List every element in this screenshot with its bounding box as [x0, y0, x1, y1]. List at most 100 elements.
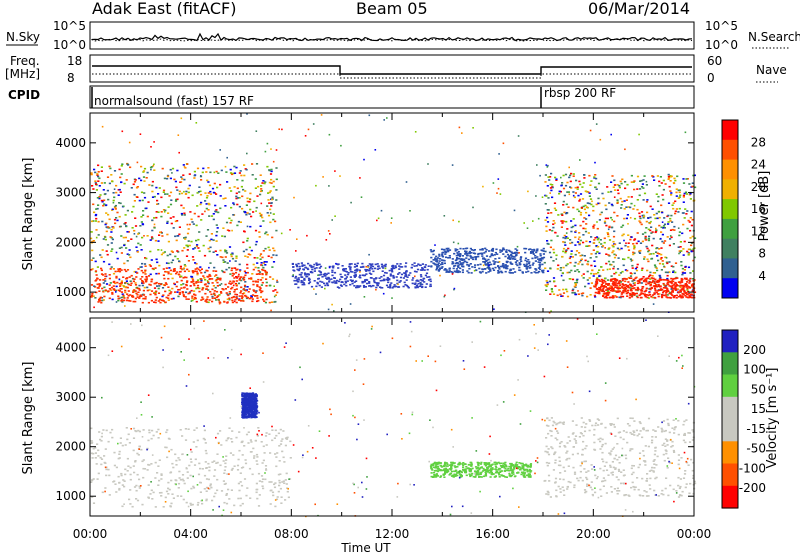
data-cell — [122, 276, 125, 278]
data-cell — [504, 264, 507, 266]
data-cell — [255, 453, 259, 456]
data-cell — [111, 238, 114, 241]
data-cell — [677, 211, 680, 213]
data-cell — [477, 469, 480, 472]
data-cell — [467, 265, 470, 267]
data-cell — [634, 277, 637, 280]
data-cell — [174, 255, 177, 258]
data-cell — [656, 269, 659, 272]
data-cell — [108, 277, 111, 280]
data-cell — [257, 299, 260, 302]
data-cell — [166, 233, 169, 236]
data-cell — [146, 171, 149, 174]
data-cell — [450, 271, 453, 273]
data-cell — [254, 401, 257, 403]
data-cell — [464, 250, 467, 252]
data-cell — [353, 285, 356, 287]
data-cell — [205, 478, 209, 480]
data-cell — [601, 245, 605, 247]
data-cell — [115, 285, 118, 288]
data-cell — [219, 464, 222, 467]
data-cell — [229, 452, 232, 454]
data-cell — [238, 298, 241, 300]
data-cell — [691, 235, 694, 238]
data-cell — [139, 278, 142, 280]
data-cell — [604, 286, 607, 288]
data-cell — [639, 221, 642, 224]
data-cell — [455, 254, 458, 257]
data-cell — [653, 272, 657, 274]
data-cell — [617, 192, 620, 195]
noise-cell — [322, 176, 324, 178]
data-cell — [552, 260, 555, 262]
data-cell — [646, 277, 649, 280]
data-cell — [217, 278, 220, 280]
data-cell — [139, 244, 142, 246]
data-cell — [342, 269, 345, 272]
data-cell — [331, 274, 334, 277]
data-cell — [207, 202, 210, 205]
data-cell — [156, 472, 159, 474]
data-cell — [585, 211, 588, 214]
data-cell — [307, 262, 310, 265]
data-cell — [172, 227, 175, 229]
data-cell — [440, 263, 443, 266]
data-cell — [126, 269, 130, 271]
data-cell — [150, 290, 154, 292]
data-cell — [261, 485, 264, 487]
data-cell — [346, 280, 349, 282]
data-cell — [490, 254, 493, 256]
data-cell — [344, 278, 347, 280]
data-cell — [587, 260, 590, 263]
data-cell — [126, 299, 129, 302]
data-cell — [211, 288, 214, 291]
data-cell — [673, 283, 676, 286]
data-cell — [584, 227, 587, 230]
data-cell — [536, 256, 539, 258]
data-cell — [621, 295, 625, 298]
data-cell — [679, 290, 682, 293]
data-cell — [254, 403, 258, 405]
data-cell — [292, 266, 295, 268]
data-cell — [226, 298, 229, 300]
data-cell — [470, 272, 473, 274]
date-title: 06/Mar/2014 — [588, 0, 690, 18]
data-cell — [170, 479, 173, 482]
data-cell — [166, 177, 169, 180]
data-cell — [610, 190, 613, 193]
data-cell — [241, 195, 244, 198]
data-cell — [262, 220, 265, 222]
data-cell — [142, 476, 145, 479]
data-cell — [679, 284, 682, 287]
data-cell — [690, 249, 693, 252]
data-cell — [216, 453, 219, 455]
data-cell — [284, 444, 287, 447]
data-cell — [646, 211, 649, 214]
data-cell — [324, 272, 327, 275]
data-cell — [105, 474, 108, 477]
data-cell — [254, 398, 257, 401]
data-cell — [647, 217, 650, 219]
data-cell — [527, 259, 530, 261]
data-cell — [668, 281, 671, 283]
data-cell — [246, 256, 249, 258]
data-cell — [576, 188, 579, 190]
data-cell — [234, 298, 237, 301]
data-cell — [578, 242, 581, 245]
data-cell — [184, 167, 187, 169]
data-cell — [228, 293, 231, 295]
data-cell — [546, 221, 550, 223]
data-cell — [122, 299, 126, 302]
data-cell — [645, 184, 648, 186]
data-cell — [246, 237, 249, 240]
data-cell — [680, 279, 683, 282]
data-cell — [631, 292, 634, 294]
data-cell — [633, 272, 636, 275]
data-cell — [250, 404, 253, 407]
data-cell — [204, 192, 207, 194]
data-cell — [209, 262, 212, 264]
data-cell — [150, 236, 154, 238]
data-cell — [188, 291, 192, 293]
data-cell — [649, 281, 652, 284]
noise-cell — [661, 221, 664, 223]
